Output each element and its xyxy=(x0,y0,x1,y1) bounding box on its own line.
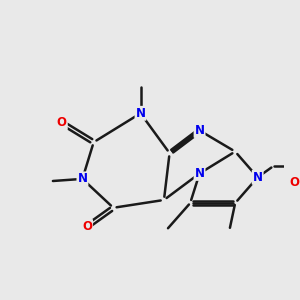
Text: N: N xyxy=(195,167,205,180)
Text: N: N xyxy=(77,172,87,185)
Text: N: N xyxy=(253,171,263,184)
Text: O: O xyxy=(289,176,299,188)
Text: N: N xyxy=(136,107,146,120)
Text: N: N xyxy=(195,124,205,137)
Text: O: O xyxy=(57,116,67,129)
Text: O: O xyxy=(82,220,92,233)
